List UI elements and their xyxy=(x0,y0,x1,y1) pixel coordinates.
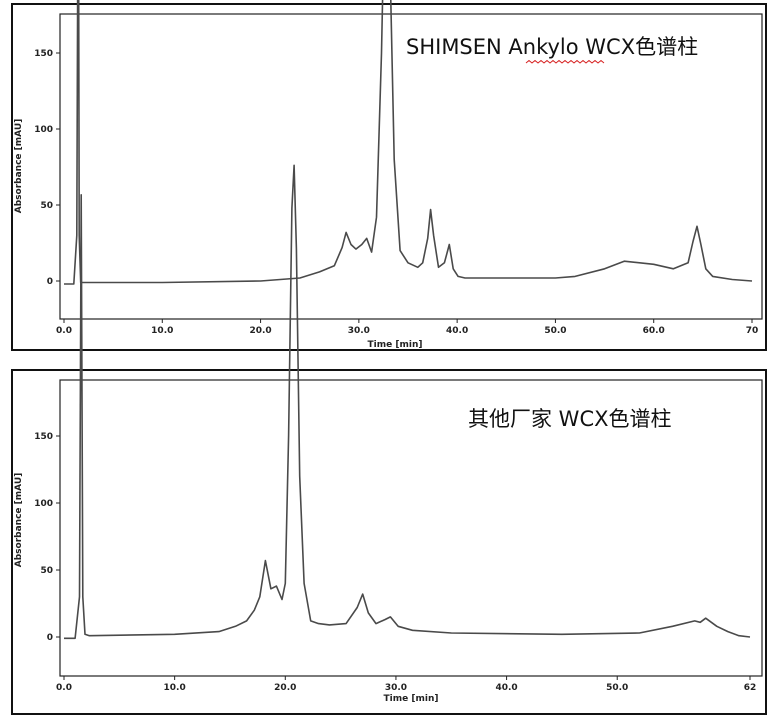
chart-frame xyxy=(11,369,767,715)
x-tick-label: 0.0 xyxy=(56,683,72,693)
y-tick-label: 50 xyxy=(40,566,53,576)
x-tick-label: 10.0 xyxy=(151,326,173,336)
x-tick-label: 40.0 xyxy=(495,683,517,693)
plot-area xyxy=(59,13,763,320)
chart-title: SHIMSEN Ankylo WCX色谱柱 xyxy=(406,35,698,59)
chart-panel-other-vendor: 0 50 100 150 0.0 10.0 20.0 30.0 40.0 50.0 62 Time… xyxy=(11,164,767,715)
x-tick-label: 30.0 xyxy=(385,683,407,693)
y-tick-label: 100 xyxy=(34,499,53,509)
x-tick-label: 50.0 xyxy=(544,326,566,336)
x-tick-label: 70 xyxy=(746,326,759,336)
y-tick-label: 150 xyxy=(34,49,53,59)
chart-frame xyxy=(11,3,767,351)
y-tick-label: 50 xyxy=(40,201,53,211)
y-tick-label: 150 xyxy=(34,432,53,442)
x-tick-label: 30.0 xyxy=(348,326,370,336)
x-tick-label: 50.0 xyxy=(606,683,628,693)
x-axis: 0.0 10.0 20.0 30.0 40.0 50.0 62 xyxy=(56,676,756,693)
x-tick-label: 0.0 xyxy=(56,326,72,336)
x-axis-label: Time [min] xyxy=(368,340,423,350)
x-tick-label: 60.0 xyxy=(643,326,665,336)
x-axis-label: Time [min] xyxy=(384,694,439,704)
x-tick-label: 20.0 xyxy=(274,683,296,693)
chromatogram-trace xyxy=(64,164,751,640)
x-axis: 0.0 10.0 20.0 30.0 40.0 50.0 60.0 70 xyxy=(56,319,758,336)
y-tick-label: 0 xyxy=(47,277,53,287)
y-axis: 0 50 100 150 xyxy=(34,49,60,287)
x-tick-label: 20.0 xyxy=(249,326,271,336)
y-tick-label: 100 xyxy=(34,125,53,135)
y-axis-label: Absorbance [mAU] xyxy=(14,119,24,213)
y-axis-label: Absorbance [mAU] xyxy=(14,473,24,567)
chart-title: 其他厂家 WCX色谱柱 xyxy=(468,407,672,431)
x-tick-label: 62 xyxy=(744,683,757,693)
x-tick-label: 10.0 xyxy=(164,683,186,693)
spellcheck-underline xyxy=(525,59,605,64)
y-tick-label: 0 xyxy=(47,633,53,643)
plot-area xyxy=(59,379,763,677)
chromatogram-trace xyxy=(64,0,753,285)
y-axis: 0 50 100 150 xyxy=(34,432,60,643)
x-tick-label: 40.0 xyxy=(446,326,468,336)
